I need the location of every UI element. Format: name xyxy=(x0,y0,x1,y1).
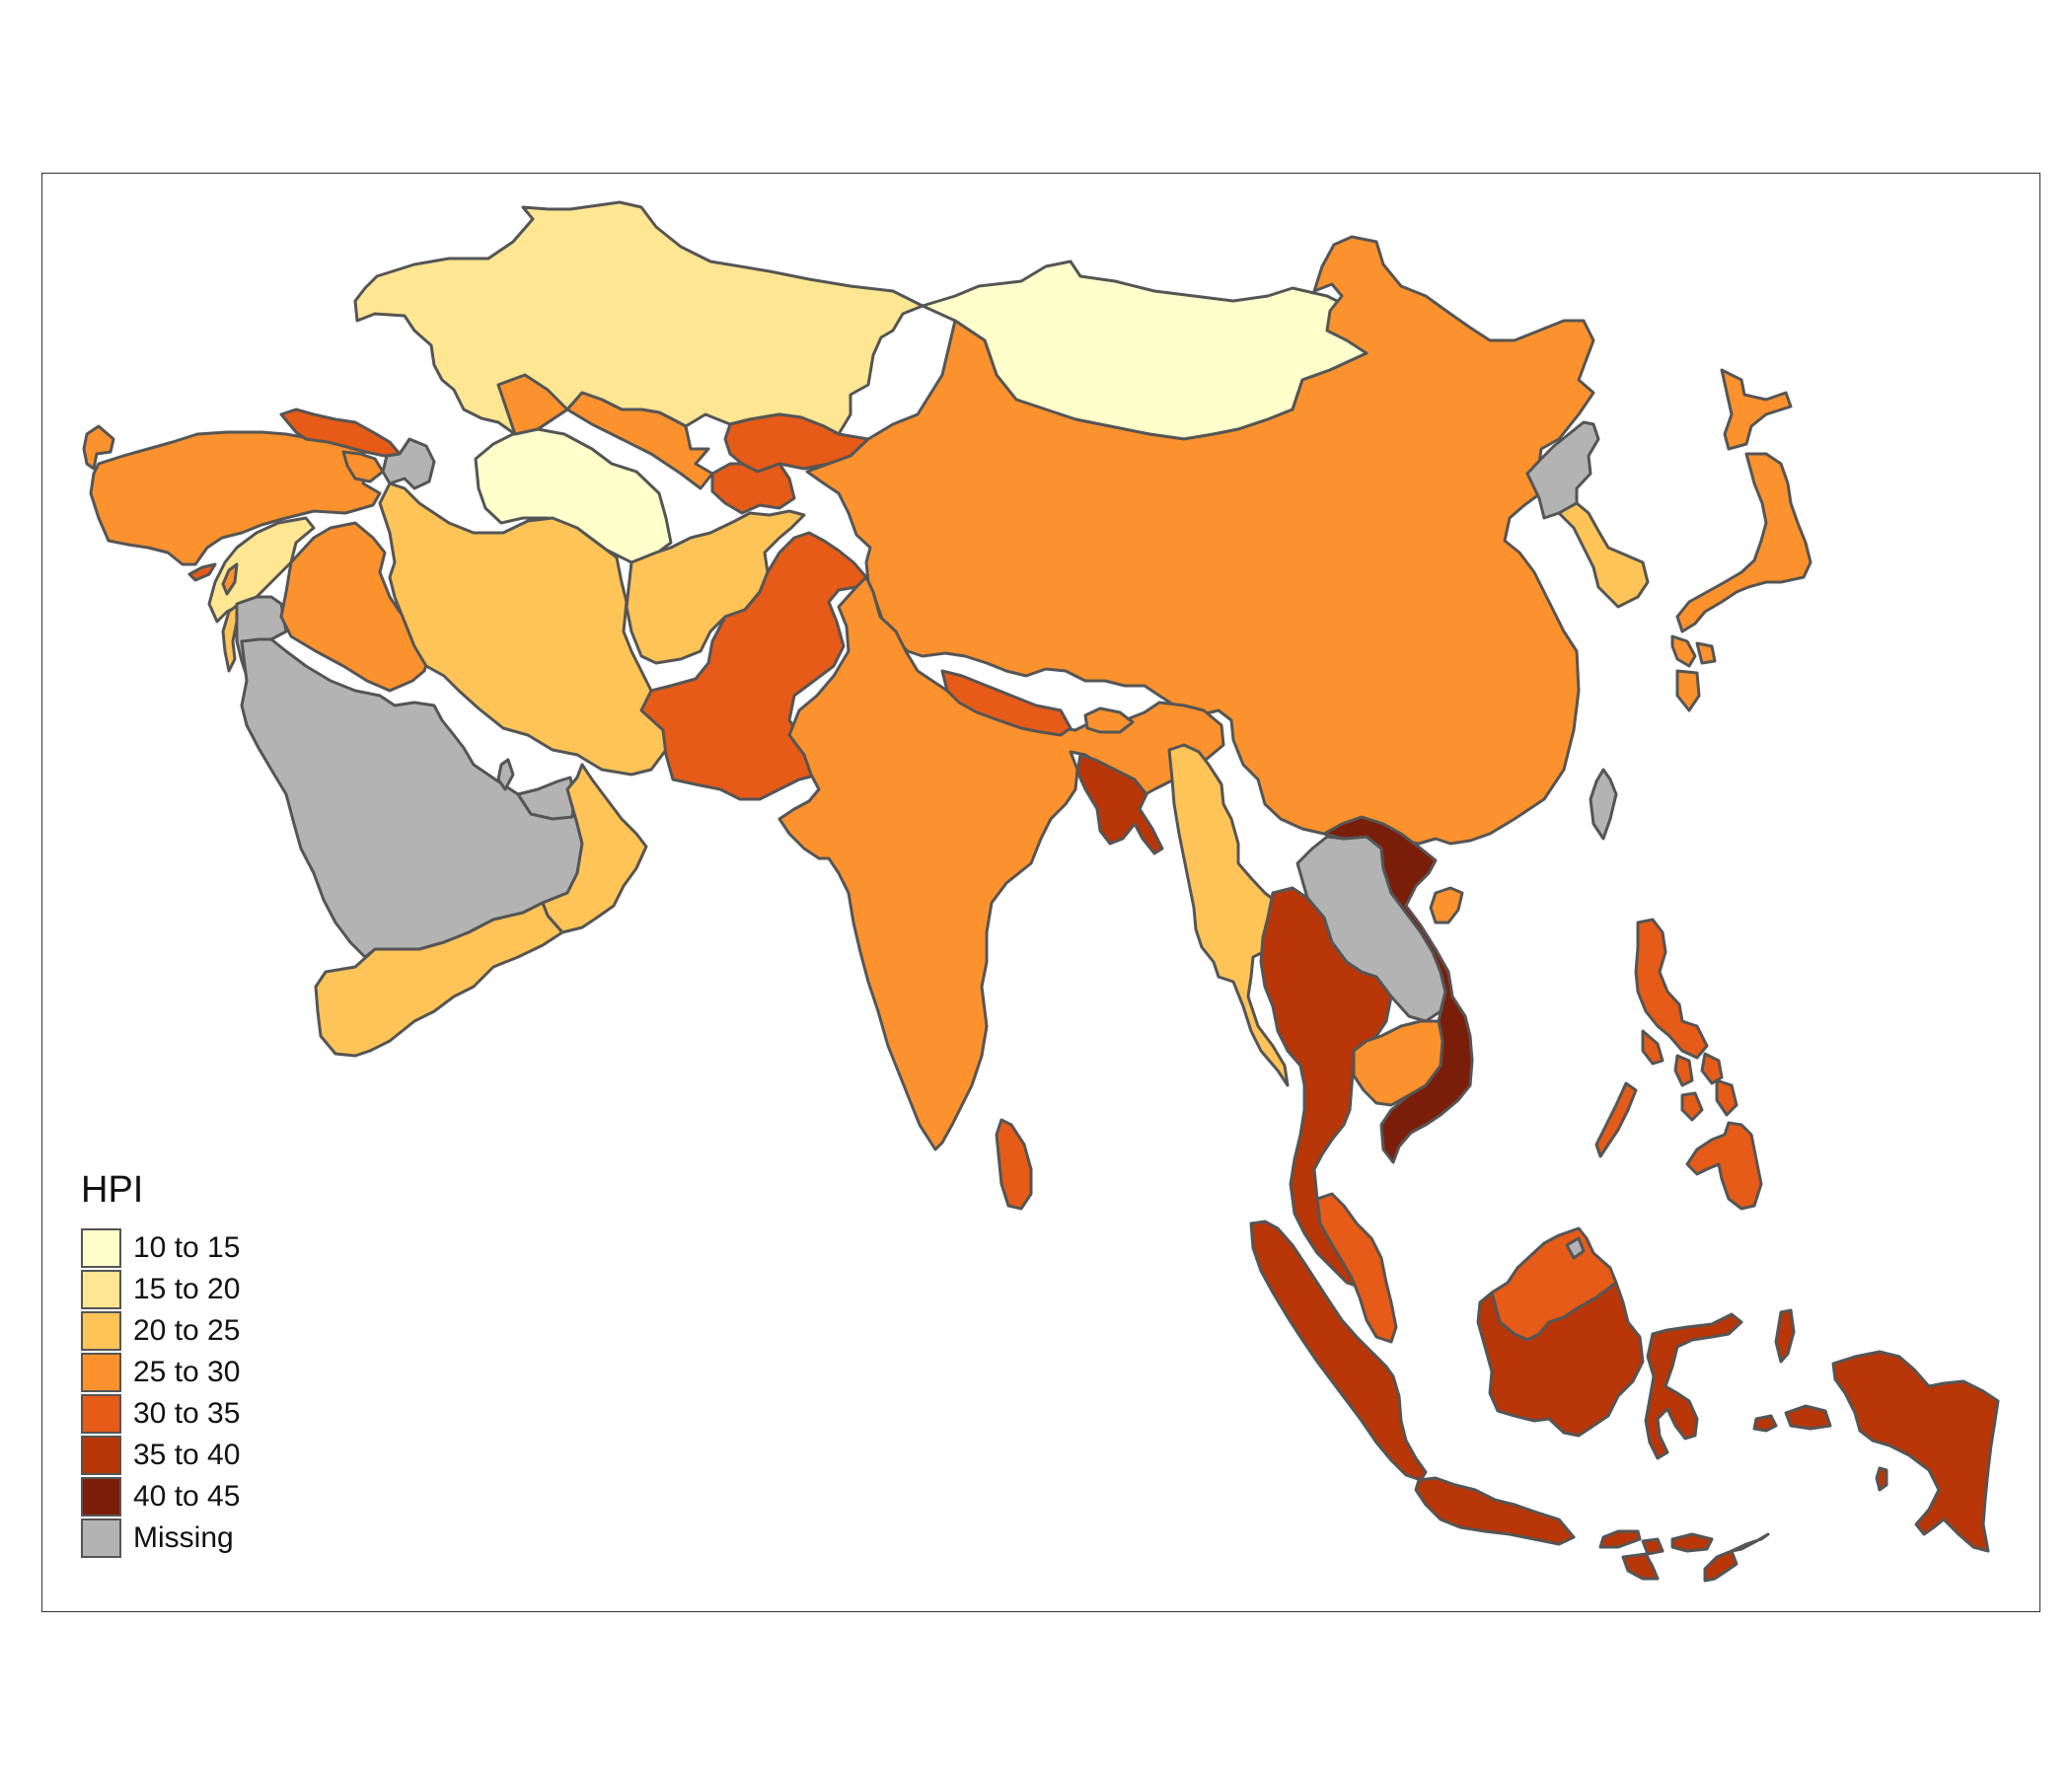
region-philippines xyxy=(1594,918,1763,1211)
legend-label: 40 to 45 xyxy=(133,1480,241,1513)
region-kazakhstan xyxy=(353,200,925,436)
map-frame xyxy=(41,173,2040,1612)
legend-swatch xyxy=(81,1228,121,1268)
region-india xyxy=(777,575,1225,1151)
legend-swatch xyxy=(81,1394,121,1434)
region-qatar xyxy=(496,758,515,791)
legend-label: 30 to 35 xyxy=(133,1397,241,1430)
legend-item: Missing xyxy=(81,1517,240,1559)
region-lebanon xyxy=(221,562,239,596)
region-malaysia-peninsular xyxy=(1315,1192,1398,1344)
region-sri-lanka xyxy=(995,1118,1033,1211)
region-bangladesh xyxy=(1075,753,1164,855)
region-cyprus xyxy=(187,562,217,582)
region-tajikistan xyxy=(710,462,796,515)
region-armenia xyxy=(341,450,385,483)
legend-title: HPI xyxy=(81,1169,144,1211)
legend-item: 15 to 20 xyxy=(81,1269,240,1310)
legend-item: 35 to 40 xyxy=(81,1435,240,1476)
legend-item: 40 to 45 xyxy=(81,1476,240,1517)
legend-swatch xyxy=(81,1270,121,1309)
region-china xyxy=(805,235,1595,846)
region-pakistan xyxy=(639,531,868,801)
legend-label: 15 to 20 xyxy=(133,1273,241,1305)
legend-item: 30 to 35 xyxy=(81,1393,240,1435)
legend-label: 20 to 25 xyxy=(133,1314,241,1347)
region-yemen xyxy=(314,901,564,1058)
legend-item: 10 to 15 xyxy=(81,1227,240,1269)
region-vietnam xyxy=(1322,815,1474,1164)
legend-label: 25 to 30 xyxy=(133,1356,241,1388)
legend-item: 20 to 25 xyxy=(81,1310,240,1352)
legend-swatch xyxy=(81,1477,121,1517)
region-afghanistan xyxy=(625,509,806,665)
legend-swatch xyxy=(81,1353,121,1392)
region-azerbaijan xyxy=(381,437,436,490)
region-nepal xyxy=(940,669,1073,737)
region-south-korea xyxy=(1557,501,1650,609)
region-uzbekistan xyxy=(496,373,714,490)
region-turkey xyxy=(82,424,382,566)
region-north-korea xyxy=(1525,420,1600,520)
region-hainan-china xyxy=(1429,886,1464,925)
region-cambodia xyxy=(1352,1019,1444,1107)
region-myanmar xyxy=(1167,743,1295,1087)
legend-item: 25 to 30 xyxy=(81,1352,240,1393)
region-bhutan xyxy=(1083,706,1135,734)
regions-layer xyxy=(82,200,2000,1583)
legend-swatch xyxy=(81,1518,121,1558)
region-indonesia xyxy=(1249,1220,2000,1583)
legend-label: 35 to 40 xyxy=(133,1439,241,1471)
legend-rows: 10 to 15 15 to 20 20 to 25 25 to 30 30 to 35… xyxy=(81,1227,240,1559)
legend: HPI 10 to 15 15 to 20 20 to 25 25 to 30 30 t… xyxy=(81,1169,240,1559)
legend-swatch xyxy=(81,1436,121,1475)
region-timor-leste xyxy=(1730,1532,1770,1553)
region-brunei xyxy=(1565,1236,1586,1260)
legend-label: 10 to 15 xyxy=(133,1231,241,1264)
region-oman xyxy=(541,763,648,934)
legend-label: Missing xyxy=(133,1521,234,1554)
region-taiwan xyxy=(1589,768,1618,841)
legend-swatch xyxy=(81,1311,121,1351)
region-japan xyxy=(1670,368,1813,712)
